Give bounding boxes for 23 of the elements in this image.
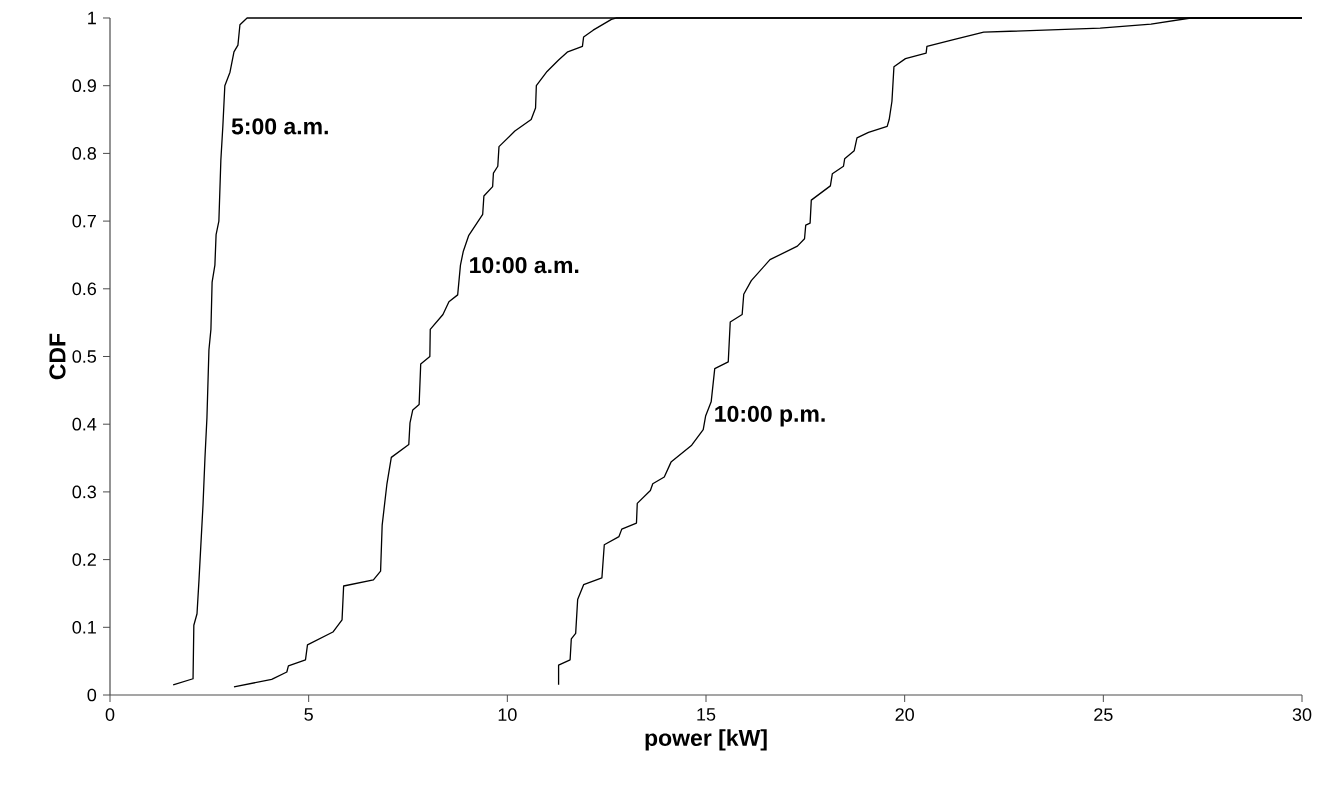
y-tick-label: 0.2 [72, 553, 96, 566]
series-label: 5:00 a.m. [231, 118, 328, 135]
x-tick-label: 20 [895, 708, 914, 721]
x-tick-label: 25 [1094, 708, 1113, 721]
x-tick-label: 30 [1292, 708, 1312, 721]
series-label: 10:00 p.m. [715, 405, 825, 427]
y-tick-label: 0.7 [72, 214, 96, 228]
y-tick-label: 1 [88, 11, 96, 25]
y-tick-label: 0.8 [72, 147, 97, 160]
y-tick-label: 0.5 [72, 350, 97, 363]
x-tick-label: 10 [498, 708, 517, 721]
x-axis-title: power [kW] [645, 729, 767, 751]
y-tick-label: 0.6 [72, 282, 97, 296]
x-tick-label: 0 [105, 708, 115, 721]
y-tick-label: 0.1 [72, 620, 96, 634]
y-axis-title: CDF [49, 333, 66, 380]
x-tick-label: 5 [304, 708, 313, 721]
y-tick-label: 0 [87, 688, 97, 702]
series-label: 10:00 a.m. [470, 256, 579, 274]
y-tick-label: 0.4 [72, 417, 97, 431]
x-tick-label: 15 [697, 708, 716, 721]
y-tick-label: 0.9 [72, 79, 96, 93]
y-tick-label: 0.3 [72, 485, 97, 499]
